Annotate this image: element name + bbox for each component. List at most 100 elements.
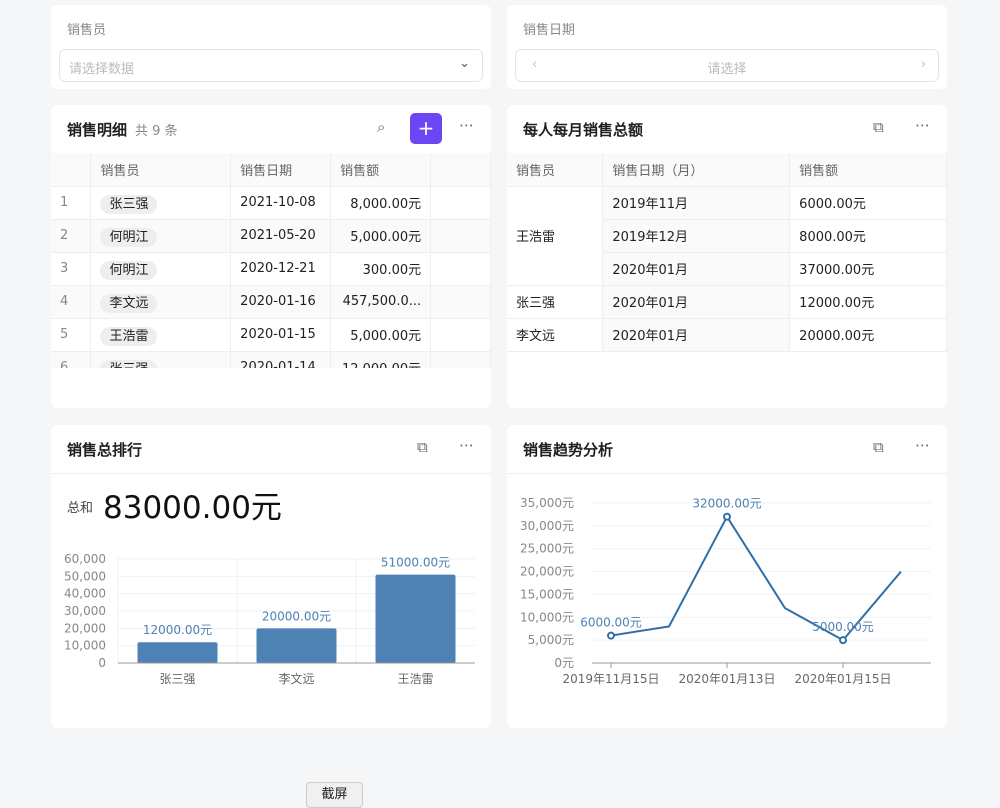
column-header[interactable] xyxy=(430,153,491,187)
filter-label: 销售员 xyxy=(67,23,107,38)
amount-cell: 20000.00元 xyxy=(789,318,947,352)
row-index: 2 xyxy=(51,219,92,253)
row-index: 1 xyxy=(51,186,92,220)
date-picker[interactable]: ‹ 请选择 › xyxy=(515,49,939,82)
column-header[interactable]: 销售额 xyxy=(330,153,432,187)
record-count: 共 9 条 xyxy=(135,124,178,139)
salesperson-tag: 张三强 xyxy=(100,195,158,214)
detail-card: 销售明细共 9 条 ⌕ + ⋯ 销售员 销售日期 销售额 1 张三强 2021-10-08… xyxy=(51,105,491,408)
x-tick-label: 王浩雷 xyxy=(397,672,433,686)
y-tick-label: 60,000 xyxy=(64,552,106,566)
x-tick-label: 2020年01月13日 xyxy=(678,672,775,686)
month-cell: 2020年01月 xyxy=(602,252,791,286)
y-tick-label: 30,000 xyxy=(64,604,106,618)
x-tick-label: 2020年01月15日 xyxy=(794,672,891,686)
salesperson-tag: 何明江 xyxy=(100,261,158,280)
bar xyxy=(256,628,337,663)
expand-icon[interactable]: ⧉ xyxy=(873,118,884,136)
total-label: 总和 xyxy=(67,501,94,516)
table-row: 2019年12月 8000.00元 xyxy=(507,219,947,253)
empty-cell xyxy=(430,219,491,253)
more-icon[interactable]: ⋯ xyxy=(915,116,930,134)
date-cell: 2020-01-15 xyxy=(230,318,332,352)
more-icon[interactable]: ⋯ xyxy=(459,436,474,454)
month-cell: 2019年11月 xyxy=(602,186,791,220)
card-title: 销售总排行 xyxy=(67,441,143,459)
month-cell: 2020年01月 xyxy=(602,285,791,319)
salesperson-cell: 李文远 xyxy=(507,318,604,352)
salesperson-cell: 张三强 xyxy=(90,186,232,220)
search-icon[interactable]: ⌕ xyxy=(377,118,386,136)
bar xyxy=(375,574,456,663)
card-title: 销售明细 xyxy=(67,121,128,139)
more-icon[interactable]: ⋯ xyxy=(459,116,474,134)
detail-table: 销售员 销售日期 销售额 1 张三强 2021-10-08 8,000.00元 2 何明江 202… xyxy=(51,153,491,368)
salesperson-cell: 何明江 xyxy=(90,252,232,286)
y-tick-label: 10,000元 xyxy=(520,610,574,624)
column-header[interactable]: 销售员 xyxy=(90,153,232,187)
table-row[interactable]: 4 李文远 2020-01-16 457,500.0... xyxy=(51,285,491,319)
y-tick-label: 50,000 xyxy=(64,569,106,583)
data-label: 32000.00元 xyxy=(692,497,761,511)
x-tick-label: 2019年11月15日 xyxy=(562,672,659,686)
expand-icon[interactable]: ⧉ xyxy=(417,438,428,456)
header-row: 销售员 销售日期（月） 销售额 xyxy=(507,153,947,187)
y-tick-label: 35,000元 xyxy=(520,496,574,510)
date-filter: 销售日期 ‹ 请选择 › xyxy=(507,5,947,89)
monthly-table: 销售员 销售日期（月） 销售额 王浩雷 2019年11月 6000.00元 2019年12月… xyxy=(507,153,947,352)
table-row[interactable]: 2 何明江 2021-05-20 5,000.00元 xyxy=(51,219,491,253)
row-index: 3 xyxy=(51,252,92,286)
row-index: 5 xyxy=(51,318,92,352)
column-header[interactable]: 销售日期 xyxy=(230,153,332,187)
column-header: 销售额 xyxy=(789,153,947,187)
table-row[interactable]: 5 王浩雷 2020-01-15 5,000.00元 xyxy=(51,318,491,352)
more-icon[interactable]: ⋯ xyxy=(915,436,930,454)
date-cell: 2021-10-08 xyxy=(230,186,332,220)
x-tick-label: 李文远 xyxy=(278,671,314,686)
column-header[interactable] xyxy=(51,153,92,187)
chevron-right-icon[interactable]: › xyxy=(920,57,926,72)
amount-cell: 8000.00元 xyxy=(789,219,947,253)
salesperson-select[interactable]: 请选择数据 ⌄ xyxy=(59,49,483,82)
table-row[interactable]: 3 何明江 2020-12-21 300.00元 xyxy=(51,252,491,286)
divider xyxy=(51,473,491,474)
salesperson-cell: 李文远 xyxy=(90,285,232,319)
y-tick-label: 0 xyxy=(98,656,106,670)
bar-chart: 0 10,000 20,000 30,000 40,000 50,000 60,000 120… xyxy=(64,552,475,686)
table-row[interactable]: 6 张三强 2020-01-1412,000.00元 xyxy=(51,351,491,368)
salesperson-cell: 王浩雷 xyxy=(507,186,604,286)
table-row: 李文远 2020年01月 20000.00元 xyxy=(507,318,947,352)
column-header: 销售日期（月） xyxy=(602,153,791,187)
table-row[interactable]: 1 张三强 2021-10-08 8,000.00元 xyxy=(51,186,491,220)
salesperson-cell: 何明江 xyxy=(90,219,232,253)
screenshot-button[interactable]: 截屏 xyxy=(306,782,363,808)
salesperson-cell: 张三强 xyxy=(507,285,604,319)
line-chart: 0元 5,000元 10,000元 15,000元 20,000元 25,000元 30,0… xyxy=(520,496,931,686)
salesperson-cell: 王浩雷 xyxy=(90,318,232,352)
data-point xyxy=(607,631,615,640)
y-tick-label: 20,000 xyxy=(64,621,106,635)
salesperson-tag: 李文远 xyxy=(100,294,158,313)
trend-card: 销售趋势分析 ⧉ ⋯ 0元 5,000元 10,000元 15,000元 20,000元… xyxy=(507,425,947,728)
y-tick-label: 10,000 xyxy=(64,639,106,653)
y-tick-label: 25,000元 xyxy=(520,542,574,556)
add-record-button[interactable]: + xyxy=(410,113,442,144)
series-line xyxy=(610,514,902,642)
amount-cell: 8,000.00元 xyxy=(330,186,432,220)
date-cell: 2020-01-14 xyxy=(230,351,332,368)
chevron-down-icon: ⌄ xyxy=(459,56,470,71)
data-label: 6000.00元 xyxy=(580,616,642,630)
month-cell: 2020年01月 xyxy=(602,318,791,352)
ranking-card: 销售总排行 ⧉ ⋯ 总和 83000.00元 0 10,000 20,000 30,0… xyxy=(51,425,491,728)
card-title: 每人每月销售总额 xyxy=(523,121,644,139)
expand-icon[interactable]: ⧉ xyxy=(873,438,884,456)
card-title: 销售趋势分析 xyxy=(523,441,614,459)
total-value: 83000.00元 xyxy=(103,490,282,526)
table-row: 王浩雷 2019年11月 6000.00元 xyxy=(507,186,947,286)
chevron-left-icon[interactable]: ‹ xyxy=(532,57,538,72)
date-cell: 2020-01-16 xyxy=(230,285,332,319)
column-header: 销售员 xyxy=(507,153,604,187)
date-cell: 2021-05-20 xyxy=(230,219,332,253)
date-cell: 2020-12-21 xyxy=(230,252,332,286)
monthly-card: 每人每月销售总额 ⧉ ⋯ 销售员 销售日期（月） 销售额 王浩雷 2019年11月 600… xyxy=(507,105,947,408)
